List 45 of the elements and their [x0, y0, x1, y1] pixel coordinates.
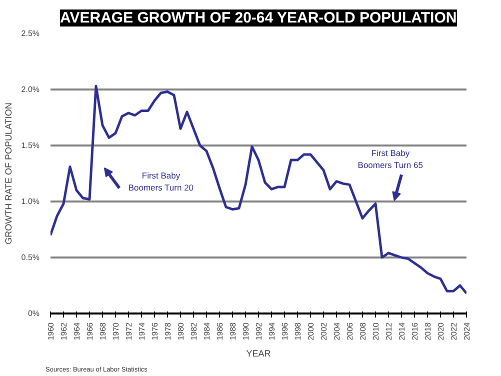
x-tick-label: 2010	[372, 322, 380, 340]
x-tick-label: 1986	[216, 322, 224, 340]
x-tick-label: 1960	[46, 322, 56, 340]
x-tick-label: 2002	[320, 322, 328, 340]
x-tick-label: 1984	[202, 322, 212, 340]
annotation: First Baby Boomers Turn 65	[358, 148, 424, 170]
x-tick-label: 1972	[124, 322, 134, 340]
chart-title: AVERAGE GROWTH OF 20-64 YEAR-OLD POPULATION	[60, 10, 457, 26]
x-tick-label: 1980	[176, 322, 186, 340]
x-tick-label: 1996	[280, 322, 290, 340]
x-tick-label: 1968	[98, 322, 108, 340]
x-tick-label: 2006	[346, 322, 354, 340]
y-tick-label: 2.5%	[21, 29, 40, 38]
y-tick-label: 1.0%	[21, 197, 40, 206]
x-tick-label: 1990	[242, 322, 250, 340]
x-tick-label: 2008	[358, 322, 368, 340]
x-tick-label: 1970	[112, 322, 120, 340]
x-tick-label: 1998	[294, 322, 302, 340]
x-tick-label: 1994	[268, 322, 276, 340]
x-tick-label: 2000	[306, 322, 316, 340]
x-tick-label: 2012	[384, 322, 394, 340]
x-tick-label: 1962	[60, 322, 68, 340]
y-tick-label: 0%	[28, 309, 40, 318]
x-tick-label: 2016	[410, 322, 420, 340]
x-tick-label: 1988	[228, 322, 238, 340]
y-axis-title: GROWTH RATE OF POPULATION	[3, 102, 14, 244]
x-tick-label: 1982	[190, 322, 198, 340]
x-tick-label: 2024	[462, 322, 472, 340]
x-tick-label: 1992	[254, 322, 264, 340]
x-axis-title: YEAR	[246, 348, 272, 358]
annotation: First Baby Boomers Turn 20	[128, 170, 194, 192]
x-tick-label: 1974	[138, 322, 146, 340]
x-tick-label: 2020	[436, 322, 446, 340]
x-tick-label: 2004	[332, 322, 342, 340]
x-tick-label: 1964	[72, 322, 82, 340]
y-tick-label: 1.5%	[21, 141, 40, 150]
y-tick-label: 2.0%	[21, 85, 40, 94]
x-tick-label: 1978	[164, 322, 172, 340]
x-tick-label: 2022	[450, 322, 458, 340]
x-tick-label: 1976	[150, 322, 160, 340]
line-series	[50, 84, 466, 295]
x-tick-label: 1966	[86, 322, 94, 340]
x-tick-label: 2018	[424, 322, 432, 340]
x-tick-label: 2014	[398, 322, 406, 340]
y-tick-label: 0.5%	[21, 253, 40, 262]
